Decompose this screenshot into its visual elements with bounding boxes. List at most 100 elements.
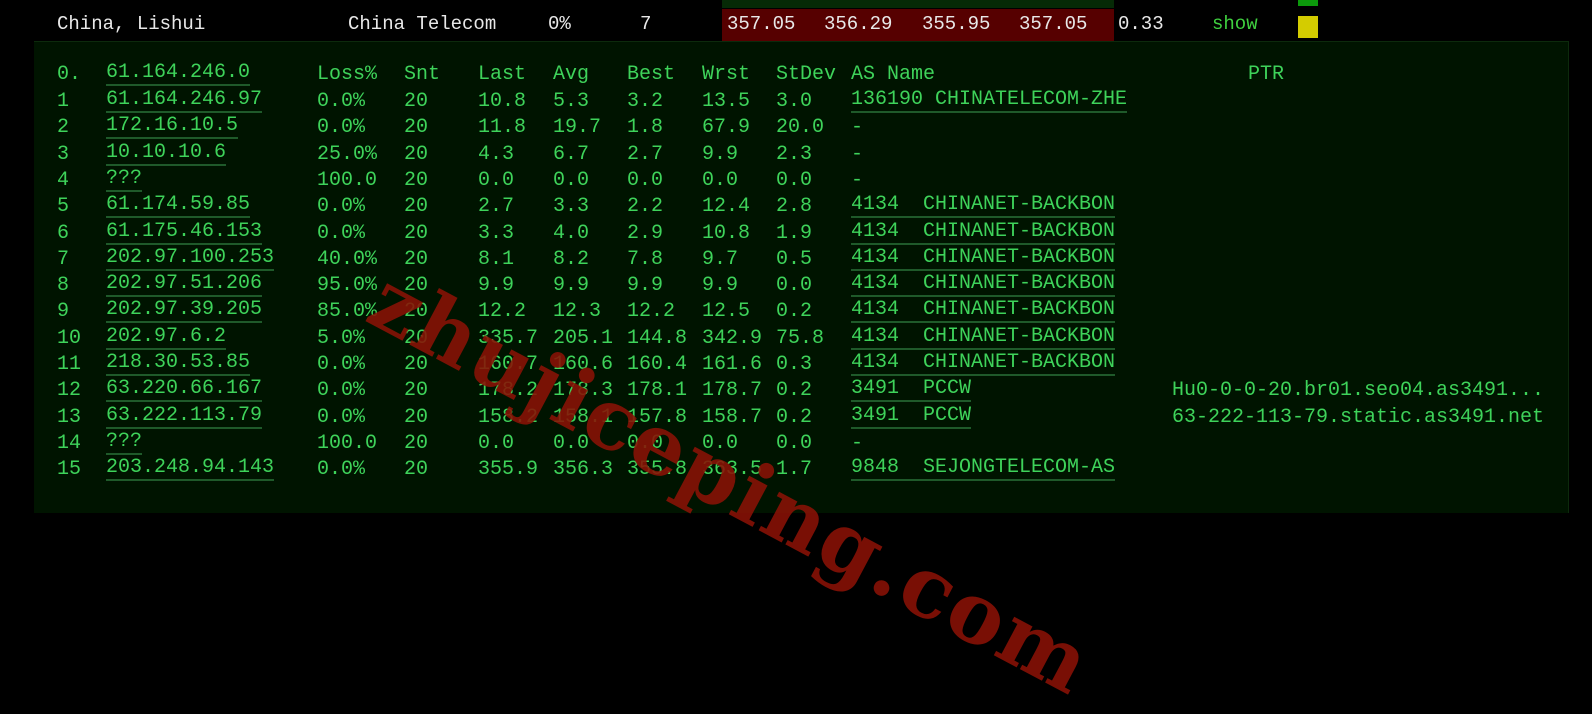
cell-loss: 0.0% (317, 90, 366, 113)
stdev: 0.33 (1118, 13, 1164, 35)
cell-loss: 25.0% (317, 142, 378, 166)
cell-as[interactable]: 4134 CHINANET-BACKBON (851, 245, 1116, 271)
status-square (1298, 16, 1318, 38)
cell-best: 157.8 (627, 405, 688, 429)
header-as: AS Name (851, 63, 936, 86)
cell-avg: 4.0 (553, 221, 590, 245)
cell-as[interactable]: 136190 CHINATELECOM-ZHE (851, 88, 1128, 113)
cell-as[interactable]: 9848 SEJONGTELECOM-AS (851, 456, 1116, 482)
cell-hop: 5 (57, 195, 70, 219)
cell-as: - (851, 142, 864, 166)
cell-as[interactable]: 4134 CHINANET-BACKBON (851, 298, 1116, 324)
cell-stdev: 1.7 (776, 458, 813, 482)
cell-avg: 3.3 (553, 195, 590, 219)
cell-as[interactable]: 3491 PCCW (851, 403, 972, 429)
table-row: 2 172.16.10.5 0.0% 20 11.8 19.7 1.8 67.9 20.0 - (0, 115, 1592, 141)
cell-best: 2.7 (627, 142, 664, 166)
cell-as[interactable]: 4134 CHINANET-BACKBON (851, 351, 1116, 376)
cell-loss: 100.0 (317, 431, 378, 455)
cell-wrst: 12.4 (702, 195, 751, 219)
cell-hop: 3 (57, 142, 70, 166)
show-link[interactable]: show (1212, 13, 1258, 35)
cell-host[interactable]: 61.174.59.85 (106, 193, 251, 219)
header-loss: Loss% (317, 63, 378, 86)
cell-host[interactable]: 202.97.39.205 (106, 298, 263, 324)
cell-host[interactable]: 218.30.53.85 (106, 351, 251, 376)
cell-snt: 20 (404, 274, 429, 298)
header-last: Last (478, 63, 527, 86)
worst: 357.05 (1019, 13, 1088, 35)
cell-hop: 1 (57, 90, 70, 113)
cell-last: 8.1 (478, 247, 515, 271)
cell-loss: 85.0% (317, 300, 378, 324)
cell-best: 144.8 (627, 326, 688, 350)
best: 355.95 (922, 13, 991, 35)
cell-stdev: 0.0 (776, 168, 813, 192)
cell-snt: 20 (404, 221, 429, 245)
cell-snt: 20 (404, 458, 429, 482)
cell-hop: 14 (57, 431, 82, 455)
cell-best: 0.0 (627, 168, 664, 192)
cell-loss: 95.0% (317, 274, 378, 298)
cell-snt: 20 (404, 405, 429, 429)
cell-host[interactable]: 61.175.46.153 (106, 219, 263, 245)
cell-hop: 11 (57, 353, 82, 376)
cell-best: 1.8 (627, 116, 664, 140)
cell-host[interactable]: 10.10.10.6 (106, 140, 227, 166)
previous-row-status-square (1298, 0, 1318, 6)
cell-last: 3.3 (478, 221, 515, 245)
cell-wrst: 9.7 (702, 247, 739, 271)
cell-best: 2.2 (627, 195, 664, 219)
cell-loss: 0.0% (317, 353, 366, 376)
cell-host[interactable]: 172.16.10.5 (106, 114, 239, 140)
cell-hop: 9 (57, 300, 70, 324)
cell-host[interactable]: 202.97.51.206 (106, 272, 263, 298)
cell-wrst: 0.0 (702, 431, 739, 455)
cell-stdev: 1.9 (776, 221, 813, 245)
cell-as[interactable]: 4134 CHINANET-BACKBON (851, 324, 1116, 350)
cell-host[interactable]: 63.220.66.167 (106, 377, 263, 403)
cell-wrst: 363.5 (702, 458, 763, 482)
cell-avg: 6.7 (553, 142, 590, 166)
header-host[interactable]: 61.164.246.0 (106, 61, 251, 86)
cell-host[interactable]: ??? (106, 429, 143, 455)
cell-host[interactable]: 63.222.113.79 (106, 403, 263, 429)
cell-last: 4.3 (478, 142, 515, 166)
table-row: 4??? 100.0 20 0.0 0.0 0.0 0.0 0.0 - (0, 166, 1592, 194)
avg: 356.29 (824, 13, 893, 35)
cell-hop: 12 (57, 379, 82, 403)
cell-as[interactable]: 4134 CHINANET-BACKBON (851, 272, 1116, 298)
table-row: 7 202.97.100.253 40.0% 20 8.1 8.2 7.8 9.7 0.5 413… (0, 245, 1592, 273)
cell-stdev: 0.2 (776, 405, 813, 429)
cell-avg: 0.0 (553, 168, 590, 192)
cell-as[interactable]: 4134 CHINANET-BACKBON (851, 219, 1116, 245)
cell-snt: 20 (404, 168, 429, 192)
cell-host[interactable]: ??? (106, 166, 143, 192)
table-row: 10 202.97.6.2 5.0% 20 335.7 205.1 144.8 342.9 75… (0, 324, 1592, 352)
cell-wrst: 67.9 (702, 116, 751, 140)
cell-snt: 20 (404, 90, 429, 113)
cell-stdev: 2.3 (776, 142, 813, 166)
cell-as[interactable]: 4134 CHINANET-BACKBON (851, 193, 1116, 219)
cell-hop: 13 (57, 405, 82, 429)
cell-host[interactable]: 202.97.6.2 (106, 324, 227, 350)
cell-loss: 0.0% (317, 116, 366, 140)
cell-host[interactable]: 203.248.94.143 (106, 456, 275, 482)
cell-stdev: 0.2 (776, 379, 813, 403)
cell-as[interactable]: 3491 PCCW (851, 377, 972, 403)
cell-host[interactable]: 202.97.100.253 (106, 245, 275, 271)
table-row: 3 10.10.10.6 25.0% 20 4.3 6.7 2.7 9.9 2.3 - (0, 140, 1592, 168)
cell-stdev: 75.8 (776, 326, 825, 350)
cell-host[interactable]: 61.164.246.97 (106, 88, 263, 113)
cell-wrst: 158.7 (702, 405, 763, 429)
cell-last: 9.9 (478, 274, 515, 298)
cell-avg: 5.3 (553, 90, 590, 113)
cell-as: - (851, 116, 864, 140)
cell-ptr: 63-222-113-79.static.as3491.net (1172, 405, 1545, 429)
cell-stdev: 0.0 (776, 431, 813, 455)
header-ptr: PTR (1248, 63, 1285, 86)
cell-avg: 160.6 (553, 353, 614, 376)
cell-avg: 356.3 (553, 458, 614, 482)
cell-snt: 20 (404, 247, 429, 271)
header-hop: 0. (57, 63, 82, 86)
